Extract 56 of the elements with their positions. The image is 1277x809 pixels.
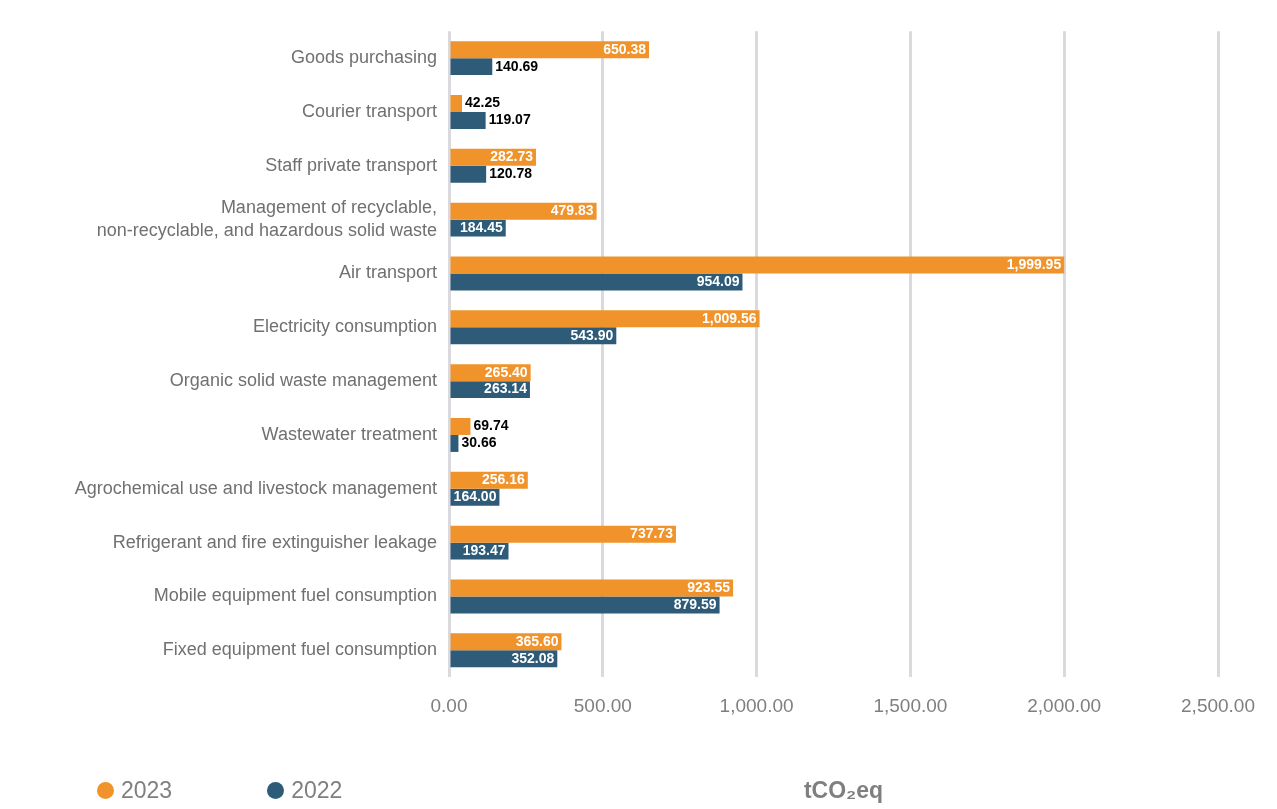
bar xyxy=(450,273,743,291)
y-tick-label: Management of recyclable, non-recyclable, and hazardous solid waste xyxy=(96,197,437,240)
bar xyxy=(450,95,462,112)
data-label: 256.16 xyxy=(481,471,525,488)
data-label: 184.45 xyxy=(459,218,503,235)
data-label: 42.25 xyxy=(465,94,501,111)
data-label: 263.14 xyxy=(484,380,528,397)
x-tick-label: 2,500.00 xyxy=(1181,694,1255,716)
y-tick-label: Fixed equipment fuel consumption xyxy=(162,639,437,660)
bar xyxy=(450,58,493,76)
data-label: 365.60 xyxy=(515,632,559,649)
data-label: 1,009.56 xyxy=(702,309,757,326)
y-tick-label: Refrigerant and fire extinguisher leakage xyxy=(112,531,437,552)
data-label: 69.74 xyxy=(473,417,509,434)
data-label: 193.47 xyxy=(462,541,506,558)
y-tick-label: Agrochemical use and livestock management xyxy=(74,477,437,498)
y-tick-label: Courier transport xyxy=(301,100,437,121)
data-label: 954.09 xyxy=(696,272,740,289)
data-label: 543.90 xyxy=(570,326,614,343)
data-label: 30.66 xyxy=(461,434,497,451)
data-label: 164.00 xyxy=(453,488,497,505)
bar xyxy=(450,310,760,328)
y-tick-label: Staff private transport xyxy=(265,154,437,175)
y-tick-label: Goods purchasing xyxy=(290,47,437,68)
y-tick-label: Air transport xyxy=(338,262,437,283)
data-label: 119.07 xyxy=(488,111,531,128)
data-label: 737.73 xyxy=(630,525,674,542)
x-tick-label: 2,000.00 xyxy=(1027,694,1102,716)
data-label: 282.73 xyxy=(490,148,534,165)
bar xyxy=(450,418,471,435)
data-label: 650.38 xyxy=(603,40,647,57)
data-label: 1,999.95 xyxy=(1006,255,1062,272)
data-label: 120.78 xyxy=(489,165,533,182)
x-tick-label: 1,500.00 xyxy=(873,694,948,716)
data-label: 140.69 xyxy=(495,57,539,74)
x-tick-label: 1,000.00 xyxy=(719,694,794,716)
data-label: 879.59 xyxy=(673,595,717,612)
y-tick-label: Electricity consumption xyxy=(252,316,437,337)
legend-label: 2023 xyxy=(121,776,173,804)
data-label: 923.55 xyxy=(687,578,731,595)
bar xyxy=(450,525,676,543)
legend-label: 2022 xyxy=(291,776,343,804)
data-label: 352.08 xyxy=(511,649,555,666)
x-tick-label: 500.00 xyxy=(573,694,632,716)
bar xyxy=(450,256,1065,274)
x-axis-title: tCO₂eq xyxy=(802,776,885,804)
bar xyxy=(450,41,650,59)
data-label: 265.40 xyxy=(484,363,528,380)
bar xyxy=(450,165,487,183)
bar xyxy=(450,596,720,614)
x-tick-label: 0.00 xyxy=(430,694,468,716)
data-label: 479.83 xyxy=(550,202,594,219)
y-tick-label: Mobile equipment fuel consumption xyxy=(153,585,437,606)
y-tick-label: Organic solid waste management xyxy=(169,370,437,391)
y-tick-label: Wastewater treatment xyxy=(261,423,437,444)
bar xyxy=(450,111,486,129)
